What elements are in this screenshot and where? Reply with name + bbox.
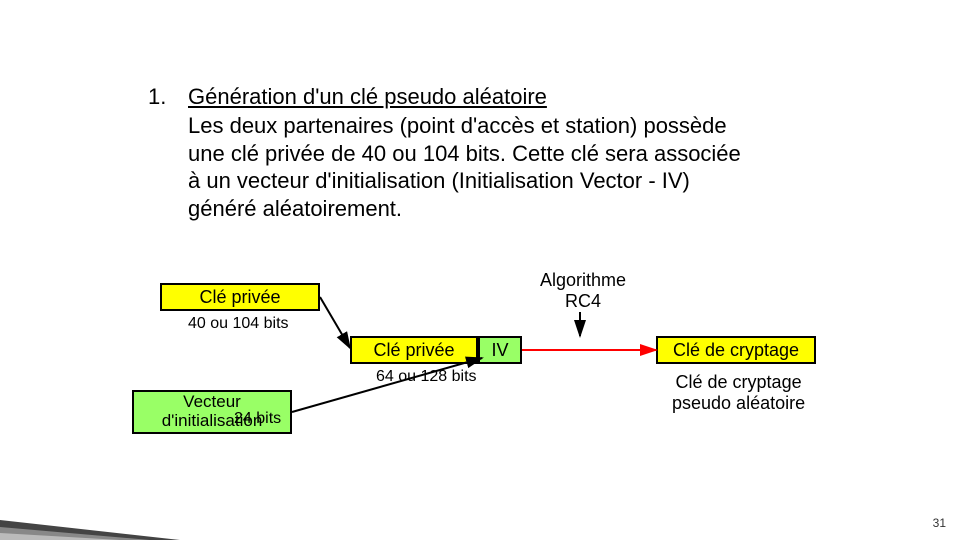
body-paragraph: Les deux partenaires (point d'accès et s… [188, 112, 748, 222]
box-cle-privee-mid: Clé privée [350, 336, 478, 364]
box-iv: IV [478, 336, 522, 364]
connector-cle-left-to-mid [320, 297, 350, 348]
box-label: Clé privée [373, 340, 454, 361]
decorative-wedge [0, 500, 180, 540]
label-64-128-bits: 64 ou 128 bits [376, 368, 477, 386]
box-label: Clé privée [199, 287, 280, 308]
box-cle-privee-left: Clé privée [160, 283, 320, 311]
connectors-svg [0, 0, 960, 540]
label-algo-rc4: AlgorithmeRC4 [540, 270, 626, 311]
label-cle-pseudo: Clé de cryptagepseudo aléatoire [672, 372, 805, 413]
page-number: 31 [933, 516, 946, 530]
heading-pseudo-aleatoire: Génération d'un clé pseudo aléatoire [188, 84, 547, 110]
box-label: Clé de cryptage [673, 340, 799, 361]
label-24-bits: 24 bits [234, 410, 281, 428]
box-cle-cryptage: Clé de cryptage [656, 336, 816, 364]
label-40-104-bits: 40 ou 104 bits [188, 315, 289, 333]
list-number: 1. [148, 84, 166, 110]
box-label: IV [491, 340, 508, 361]
